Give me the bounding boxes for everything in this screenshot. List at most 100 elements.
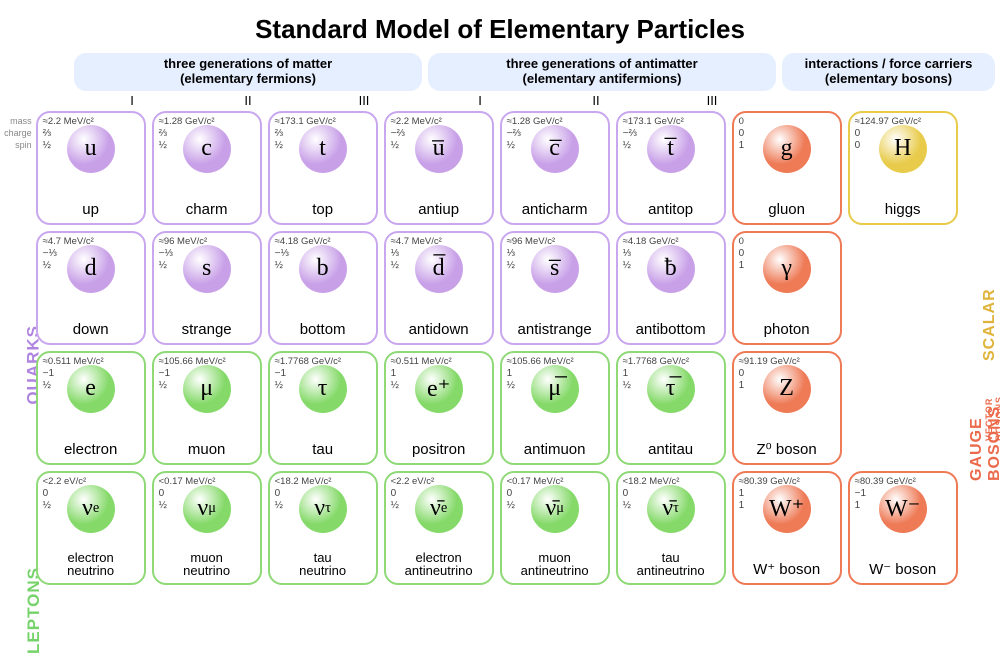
particle-symbol: ν̄e [415, 485, 463, 533]
particle-symbol: s [183, 245, 231, 293]
particle-cell: ≈4.7 MeV/c²−⅓½ddown [36, 231, 146, 345]
particle-symbol: u [67, 125, 115, 173]
particle-symbol: e⁺ [415, 365, 463, 413]
particle-cell: ≈80.39 GeV/c²11W⁺W⁺ boson [732, 471, 842, 585]
label-charge: charge [4, 127, 32, 139]
particle-symbol: s̅ [531, 245, 579, 293]
particle-symbol: H [879, 125, 927, 173]
particle-symbol: τ [299, 365, 347, 413]
particle-symbol: b [299, 245, 347, 293]
particle-name: down [38, 322, 144, 338]
particle-name: electron [38, 442, 144, 458]
particle-cell: <2.2 eV/c²0½νeelectronneutrino [36, 471, 146, 585]
gen-label: II [538, 93, 654, 111]
header-force: interactions / force carriers(elementary… [782, 53, 995, 91]
particle-name: gluon [734, 202, 840, 218]
particle-name: antistrange [502, 322, 608, 338]
particle-symbol: g [763, 125, 811, 173]
particle-cell: ≈2.2 MeV/c²⅔½uup [36, 111, 146, 225]
particle-name: higgs [850, 202, 956, 218]
gen-label: I [422, 93, 538, 111]
particle-symbol: μ [183, 365, 231, 413]
particle-name: tau [270, 442, 376, 458]
header-matter: three generations of matter(elementary f… [74, 53, 422, 91]
particle-cell: <2.2 eV/c²0½ν̄eelectronantineutrino [384, 471, 494, 585]
particle-cell: ≈1.7768 GeV/c²−1½τtau [268, 351, 378, 465]
particle-cell: <0.17 MeV/c²0½νμmuonneutrino [152, 471, 262, 585]
particle-cell: ≈0.511 MeV/c²−1½eelectron [36, 351, 146, 465]
particle-symbol: c̅ [531, 125, 579, 173]
particle-symbol: t [299, 125, 347, 173]
particle-symbol: e [67, 365, 115, 413]
particle-cell: 001γphoton [732, 231, 842, 345]
particle-symbol: W⁺ [763, 485, 811, 533]
particle-cell: <18.2 MeV/c²0½ντtauneutrino [268, 471, 378, 585]
property-labels: mass charge spin [4, 115, 32, 151]
particle-name: photon [734, 322, 840, 338]
particle-cell: ≈105.66 MeV/c²1½μ̅antimuon [500, 351, 610, 465]
particle-cell: ≈91.19 GeV/c²01ZZ⁰ boson [732, 351, 842, 465]
particle-cell: <18.2 MeV/c²0½ν̄τtauantineutrino [616, 471, 726, 585]
particle-name: muonneutrino [154, 551, 260, 578]
group-headers: three generations of matter(elementary f… [74, 53, 982, 91]
particle-name: muon [154, 442, 260, 458]
particle-symbol: d [67, 245, 115, 293]
particle-symbol: ν̄μ [531, 485, 579, 533]
particle-cell: ≈105.66 MeV/c²−1½μmuon [152, 351, 262, 465]
label-vector-bosons: VECTOR BOSONS [984, 396, 1000, 441]
particle-cell: ≈173.1 GeV/c²⅔½ttop [268, 111, 378, 225]
particle-cell: ≈2.2 MeV/c²−⅔½u̅antiup [384, 111, 494, 225]
particle-symbol: Z [763, 365, 811, 413]
page-title: Standard Model of Elementary Particles [18, 14, 982, 45]
header-antimatter: three generations of antimatter(elementa… [428, 53, 776, 91]
particle-symbol: c [183, 125, 231, 173]
particle-symbol: ƀ [647, 245, 695, 293]
particle-name: W⁺ boson [734, 562, 840, 578]
particle-symbol: W⁻ [879, 485, 927, 533]
particle-cell: ≈1.28 GeV/c²⅔½ccharm [152, 111, 262, 225]
particle-name: electronantineutrino [386, 551, 492, 578]
gen-label: III [306, 93, 422, 111]
particle-cell: ≈124.97 GeV/c²00Hhiggs [848, 111, 958, 225]
particle-symbol: ν̄τ [647, 485, 695, 533]
particle-symbol: νe [67, 485, 115, 533]
label-spin: spin [4, 139, 32, 151]
particle-symbol: t̅ [647, 125, 695, 173]
particle-name: positron [386, 442, 492, 458]
particle-grid: ≈2.2 MeV/c²⅔½uup≈1.28 GeV/c²⅔½ccharm≈173… [36, 111, 958, 585]
particle-cell: ≈173.1 GeV/c²−⅔½t̅antitop [616, 111, 726, 225]
particle-name: W⁻ boson [850, 562, 956, 578]
particle-name: up [38, 202, 144, 218]
particle-name: charm [154, 202, 260, 218]
gen-label: III [654, 93, 770, 111]
particle-name: antitau [618, 442, 724, 458]
particle-name: muonantineutrino [502, 551, 608, 578]
particle-name: antibottom [618, 322, 724, 338]
particle-name: tauneutrino [270, 551, 376, 578]
particle-name: anticharm [502, 202, 608, 218]
label-scalar-bosons: SCALAR BOSONS [981, 286, 1000, 361]
particle-cell: ≈4.7 MeV/c²⅓½d̅antidown [384, 231, 494, 345]
label-mass: mass [4, 115, 32, 127]
particle-cell: ≈4.18 GeV/c²⅓½ƀantibottom [616, 231, 726, 345]
gen-label: II [190, 93, 306, 111]
particle-cell: ≈80.39 GeV/c²−11W⁻W⁻ boson [848, 471, 958, 585]
particle-cell: ≈1.7768 GeV/c²1½τ̅antitau [616, 351, 726, 465]
gen-label: I [74, 93, 190, 111]
particle-name: Z⁰ boson [734, 442, 840, 458]
particle-symbol: γ [763, 245, 811, 293]
particle-symbol: νμ [183, 485, 231, 533]
particle-name: antidown [386, 322, 492, 338]
particle-name: electronneutrino [38, 551, 144, 578]
particle-cell: ≈96 MeV/c²⅓½s̅antistrange [500, 231, 610, 345]
particle-cell: ≈4.18 GeV/c²−⅓½bbottom [268, 231, 378, 345]
particle-symbol: ντ [299, 485, 347, 533]
particle-cell: 001ggluon [732, 111, 842, 225]
particle-cell: ≈96 MeV/c²−⅓½sstrange [152, 231, 262, 345]
particle-symbol: d̅ [415, 245, 463, 293]
particle-name: antiup [386, 202, 492, 218]
particle-cell: <0.17 MeV/c²0½ν̄μmuonantineutrino [500, 471, 610, 585]
particle-symbol: u̅ [415, 125, 463, 173]
particle-cell: ≈1.28 GeV/c²−⅔½c̅anticharm [500, 111, 610, 225]
particle-name: bottom [270, 322, 376, 338]
